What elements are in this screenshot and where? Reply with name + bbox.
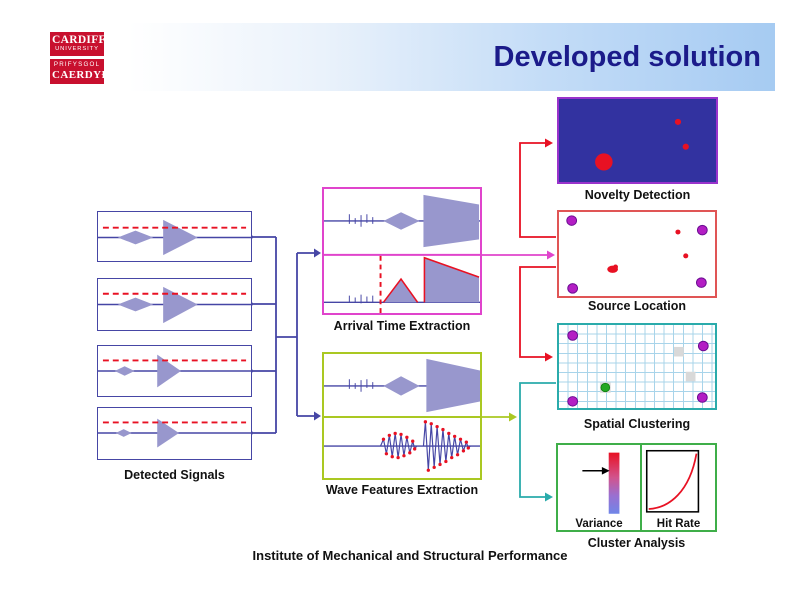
novelty-detection-label: Novelty Detection bbox=[584, 188, 691, 202]
cluster-analysis-label: Cluster Analysis bbox=[587, 536, 686, 550]
arrival-time-extraction-box bbox=[322, 187, 482, 315]
variance-colorbar bbox=[608, 452, 620, 514]
source-location-graphic bbox=[566, 215, 708, 294]
hit-rate-plot bbox=[645, 449, 700, 513]
cluster-panel-divider bbox=[640, 445, 642, 530]
wave-features-graphic bbox=[324, 358, 480, 472]
detected-signal-box-4 bbox=[97, 407, 252, 460]
sensor-markers bbox=[566, 215, 708, 294]
novelty-detection-box bbox=[557, 97, 718, 184]
logo-text-cardiff: CARDIFF bbox=[52, 34, 106, 46]
signal-waveform-1 bbox=[98, 219, 251, 256]
source-location-box bbox=[557, 210, 717, 298]
source-to-spatial-connector bbox=[519, 266, 556, 362]
cluster-analysis-graphic bbox=[582, 449, 700, 514]
logo-block-welsh: PRIFYSGOL CAERDYÐ bbox=[50, 59, 110, 84]
novelty-map-graphic bbox=[595, 118, 689, 171]
slide-title: Developed solution bbox=[493, 40, 761, 73]
arrival-time-label: Arrival Time Extraction bbox=[333, 319, 471, 333]
hit-rate-label: Hit Rate bbox=[656, 518, 701, 530]
logo-text-university: UNIVERSITY bbox=[55, 46, 99, 52]
variance-label: Variance bbox=[575, 518, 623, 530]
signal-waveform-3 bbox=[98, 354, 251, 388]
detected-signal-box-1 bbox=[97, 211, 252, 262]
peak-markers bbox=[381, 420, 470, 472]
signal-waveform-4 bbox=[98, 418, 251, 448]
signal-bus-connectors bbox=[247, 234, 321, 436]
arrival-to-source-connector bbox=[482, 250, 555, 260]
title-banner: Developed solution bbox=[128, 23, 775, 91]
cluster-cells bbox=[599, 346, 696, 393]
detected-signal-box-2 bbox=[97, 278, 252, 331]
logo-text-prifysgol: PRIFYSGOL bbox=[53, 61, 101, 68]
institute-footer-text: Institute of Mechanical and Structural P… bbox=[252, 548, 568, 563]
event-markers bbox=[607, 229, 689, 273]
detected-signals-label: Detected Signals bbox=[124, 468, 225, 482]
spatial-clustering-graphic bbox=[567, 330, 709, 407]
wave-features-label: Wave Features Extraction bbox=[325, 483, 479, 497]
wave-to-junction-connector bbox=[482, 412, 517, 422]
cluster-analysis-box: Variance Hit Rate bbox=[556, 443, 717, 532]
logo-text-caerdydd: CAERDYÐ bbox=[52, 69, 110, 81]
arrival-time-graphic bbox=[324, 194, 480, 313]
cardiff-university-logo: CARDIFF UNIVERSITY PRIFYSGOL CAERDYÐ bbox=[50, 32, 110, 87]
spatial-clustering-label: Spatial Clustering bbox=[583, 417, 691, 431]
spatial-clustering-box bbox=[557, 323, 717, 410]
source-location-label: Source Location bbox=[588, 299, 686, 313]
source-to-novelty-connector bbox=[519, 138, 556, 238]
signal-waveform-2 bbox=[98, 286, 251, 324]
detected-signal-box-3 bbox=[97, 345, 252, 397]
junction-to-cluster-connector bbox=[519, 382, 556, 502]
wave-features-extraction-box bbox=[322, 352, 482, 480]
variance-arrow bbox=[601, 466, 610, 475]
logo-block-english: CARDIFF UNIVERSITY bbox=[50, 32, 106, 56]
cluster-centre-marker bbox=[600, 382, 611, 393]
sensor-markers bbox=[567, 330, 709, 407]
